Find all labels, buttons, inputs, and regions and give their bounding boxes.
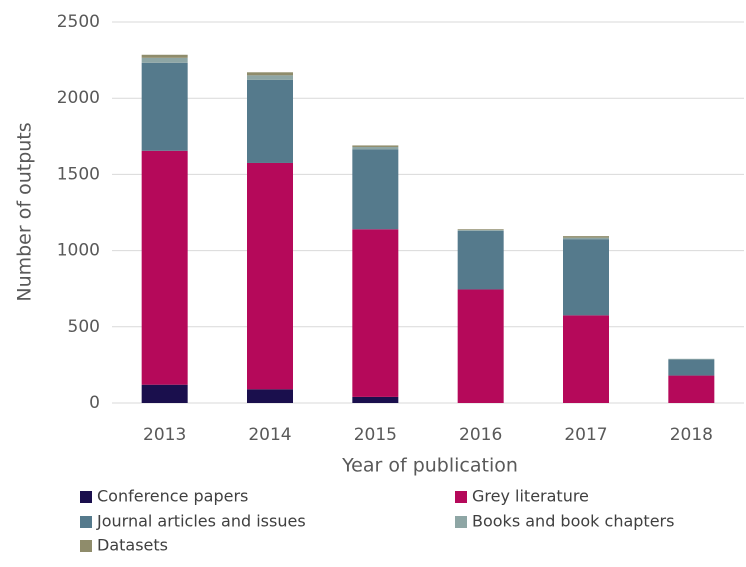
legend-label: Books and book chapters — [472, 512, 674, 531]
y-tick-label: 2500 — [57, 12, 100, 32]
bar-segment — [141, 62, 188, 151]
bar-segment — [141, 384, 188, 403]
legend-label: Datasets — [97, 536, 168, 555]
bar-segment — [668, 375, 715, 403]
x-tick-label: 2013 — [143, 425, 186, 445]
bar-segment — [563, 315, 609, 403]
y-tick-label: 2000 — [57, 88, 100, 108]
legend-swatch — [455, 516, 467, 528]
bar-segment — [352, 145, 399, 147]
legend-label: Grey literature — [472, 487, 589, 506]
bar-segment — [563, 239, 609, 316]
x-tick-label: 2018 — [670, 425, 713, 445]
x-tick-label: 2015 — [354, 425, 397, 445]
x-tick-label: 2017 — [564, 425, 607, 445]
y-tick-label: 1500 — [57, 164, 100, 184]
bar-segment — [247, 79, 293, 163]
x-axis-title: Year of publication — [341, 455, 518, 477]
bar-segment — [352, 149, 399, 230]
bar-segment — [247, 389, 293, 403]
y-axis-title: Number of outputs — [14, 122, 36, 301]
bar-segment — [563, 236, 609, 238]
bar-segment — [457, 230, 504, 231]
legend-swatch — [80, 516, 92, 528]
bar-segment — [457, 230, 504, 290]
bar-segment — [352, 229, 399, 397]
bar-segment — [457, 289, 504, 403]
bar-segment — [247, 75, 293, 80]
legend-label: Conference papers — [97, 487, 248, 506]
bar-segment — [457, 229, 504, 231]
legend-swatch — [80, 491, 92, 503]
bar-segment — [668, 358, 715, 360]
bar-segment — [352, 146, 399, 150]
bar-segment — [563, 237, 609, 240]
y-tick-label: 1000 — [57, 241, 100, 261]
x-tick-label: 2016 — [459, 425, 502, 445]
bar-segment — [141, 54, 188, 58]
legend-swatch — [455, 491, 467, 503]
y-tick-label: 500 — [68, 317, 100, 337]
bar-segment — [668, 359, 715, 376]
bar-segment — [247, 162, 293, 390]
bar-segment — [352, 396, 399, 403]
x-tick-label: 2014 — [248, 425, 291, 445]
bar-segment — [247, 72, 293, 76]
y-tick-label: 0 — [89, 393, 100, 413]
bar-segment — [141, 57, 188, 63]
legend-swatch — [80, 540, 92, 552]
bar-segment — [141, 150, 188, 385]
legend-label: Journal articles and issues — [96, 512, 306, 531]
